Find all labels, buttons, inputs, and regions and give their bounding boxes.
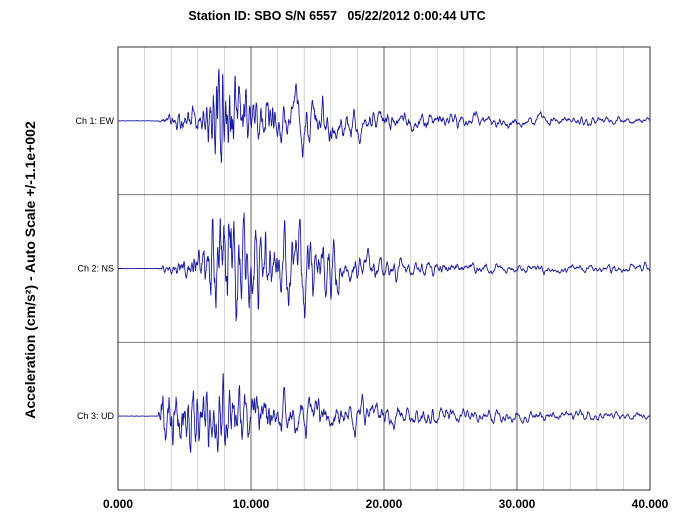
plot-grid <box>117 46 651 491</box>
channel-traces <box>117 68 651 453</box>
x-tick-label: 30.000 <box>499 497 536 511</box>
channel-label: Ch 2: NS <box>77 264 114 274</box>
x-tick-label: 10.000 <box>233 497 270 511</box>
x-tick-labels: 0.000 10.000 20.000 30.000 40.000 <box>103 497 669 511</box>
x-tick-label: 20.000 <box>366 497 403 511</box>
chart-title: Station ID: SBO S/N 6557 05/22/2012 0:00… <box>188 9 486 23</box>
x-tick-label: 40.000 <box>632 497 669 511</box>
x-tick-label: 0.000 <box>103 497 133 511</box>
channel-label: Ch 3: UD <box>77 411 115 421</box>
channel-trace <box>117 212 651 322</box>
channel-labels: Ch 1: EW Ch 2: NS Ch 3: UD <box>75 116 114 421</box>
channel-trace <box>117 68 651 163</box>
channel-label: Ch 1: EW <box>75 116 114 126</box>
channel-trace <box>118 373 651 453</box>
